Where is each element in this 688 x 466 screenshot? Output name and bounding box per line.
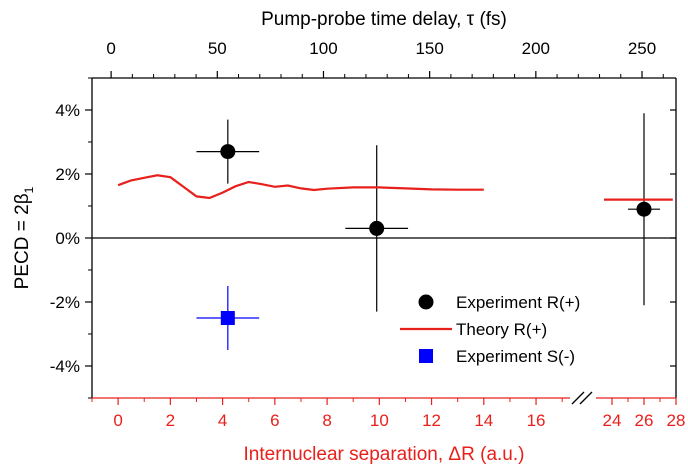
axis-break-mark <box>571 391 585 405</box>
top-tick-label: 0 <box>106 39 115 58</box>
y-axis-title: PECD = 2β1 <box>12 186 36 289</box>
bottom-tick-label: 14 <box>474 411 493 430</box>
bottom-axis-title: Internuclear separation, ΔR (a.u.) <box>244 444 525 465</box>
y-tick-label: -4% <box>50 357 80 376</box>
y-axis-title-main: PECD = 2β <box>12 193 33 289</box>
y-tick-label: 4% <box>55 101 80 120</box>
bottom-tick-label: 10 <box>370 411 389 430</box>
bottom-tick-label: 4 <box>218 411 227 430</box>
series-layer <box>117 113 673 350</box>
legend: Experiment R(+) Theory R(+) Experiment S(-… <box>400 293 580 366</box>
top-tick-label: 50 <box>208 39 227 58</box>
legend-label: Experiment S(-) <box>456 347 575 366</box>
legend-label: Theory R(+) <box>456 320 547 339</box>
y-tick-label: 2% <box>55 165 80 184</box>
bottom-tick-label: 12 <box>422 411 441 430</box>
bottom-tick-label: 2 <box>166 411 175 430</box>
axis-break-mark <box>579 391 593 405</box>
axis-ticks: 0 50 100 150 200 250-4%-2%0%2%4%0 2 4 6 8 10 12 14 16… <box>50 39 686 430</box>
legend-square-swatch <box>419 349 433 363</box>
top-tick-label: 200 <box>522 39 550 58</box>
data-point-circle <box>636 201 652 217</box>
bottom-tick-label: 28 <box>667 411 686 430</box>
y-tick-label: 0% <box>55 229 80 248</box>
top-tick-label: 250 <box>628 39 656 58</box>
data-point-square <box>220 311 235 325</box>
theory-curve <box>117 174 484 200</box>
top-tick-label: 100 <box>309 39 337 58</box>
bottom-tick-label: 16 <box>527 411 546 430</box>
bottom-tick-label: 26 <box>635 411 654 430</box>
bottom-tick-label: 8 <box>322 411 331 430</box>
data-point-circle <box>220 144 236 160</box>
bottom-tick-label: 0 <box>113 411 122 430</box>
legend-label: Experiment R(+) <box>456 293 580 312</box>
legend-circle-swatch <box>418 294 434 310</box>
y-tick-label: -2% <box>50 293 80 312</box>
bottom-tick-label: 6 <box>270 411 279 430</box>
top-axis-title: Pump-probe time delay, τ (fs) <box>261 9 507 30</box>
plot-frame <box>91 77 677 405</box>
axis-labels: Pump-probe time delay, τ (fs) Internucle… <box>12 9 524 465</box>
y-axis-title-subscript: 1 <box>22 186 36 193</box>
top-tick-label: 150 <box>415 39 443 58</box>
bottom-tick-label: 24 <box>603 411 622 430</box>
data-point-circle <box>369 220 385 236</box>
